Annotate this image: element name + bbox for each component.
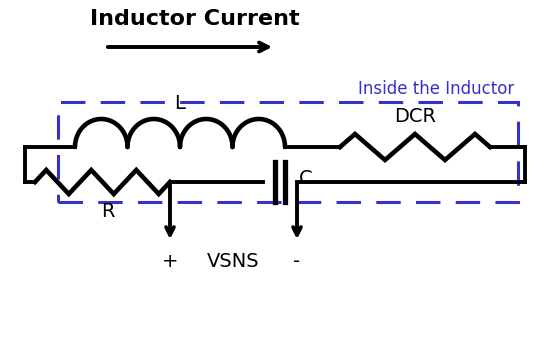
Text: VSNS: VSNS	[207, 252, 260, 271]
Text: R: R	[101, 202, 114, 221]
Text: Inductor Current: Inductor Current	[90, 9, 300, 29]
Text: C: C	[299, 169, 312, 187]
Text: -: -	[294, 252, 300, 271]
Text: DCR: DCR	[394, 107, 436, 126]
Text: +: +	[162, 252, 178, 271]
Text: Inside the Inductor: Inside the Inductor	[358, 80, 514, 98]
Text: L: L	[174, 94, 185, 113]
